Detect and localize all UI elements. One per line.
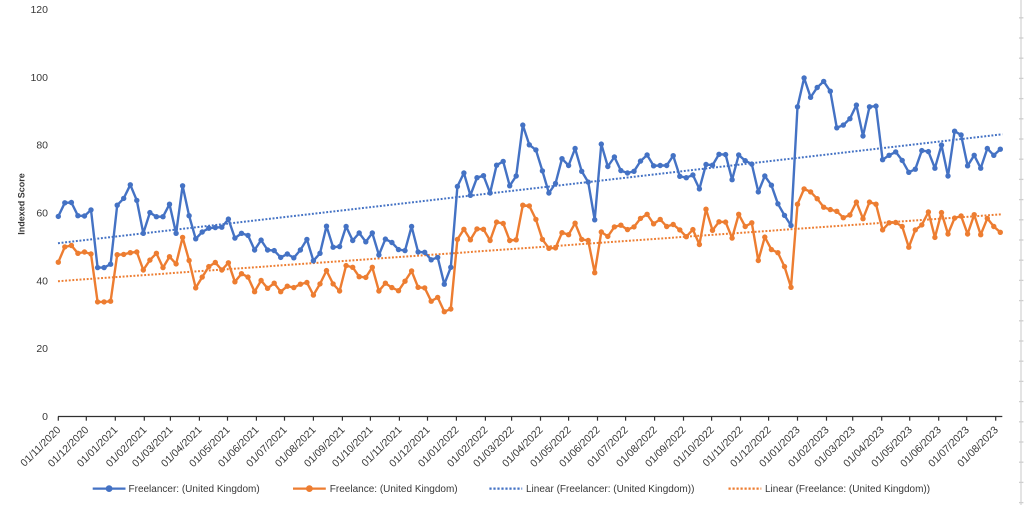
- svg-text:0: 0: [42, 411, 48, 423]
- svg-text:Freelancer: (United Kingdom): Freelancer: (United Kingdom): [129, 484, 260, 495]
- svg-text:20: 20: [36, 343, 48, 355]
- svg-text:120: 120: [30, 4, 48, 16]
- svg-text:60: 60: [36, 208, 48, 220]
- svg-text:Indexed Score: Indexed Score: [17, 173, 27, 235]
- svg-text:Linear (Freelance: (United Kin: Linear (Freelance: (United Kingdom)): [765, 484, 930, 495]
- svg-text:Freelance: (United Kingdom): Freelance: (United Kingdom): [330, 484, 458, 495]
- svg-text:100: 100: [30, 72, 48, 84]
- svg-text:80: 80: [36, 140, 48, 152]
- svg-text:Linear (Freelancer: (United Ki: Linear (Freelancer: (United Kingdom)): [526, 484, 694, 495]
- svg-text:40: 40: [36, 275, 48, 287]
